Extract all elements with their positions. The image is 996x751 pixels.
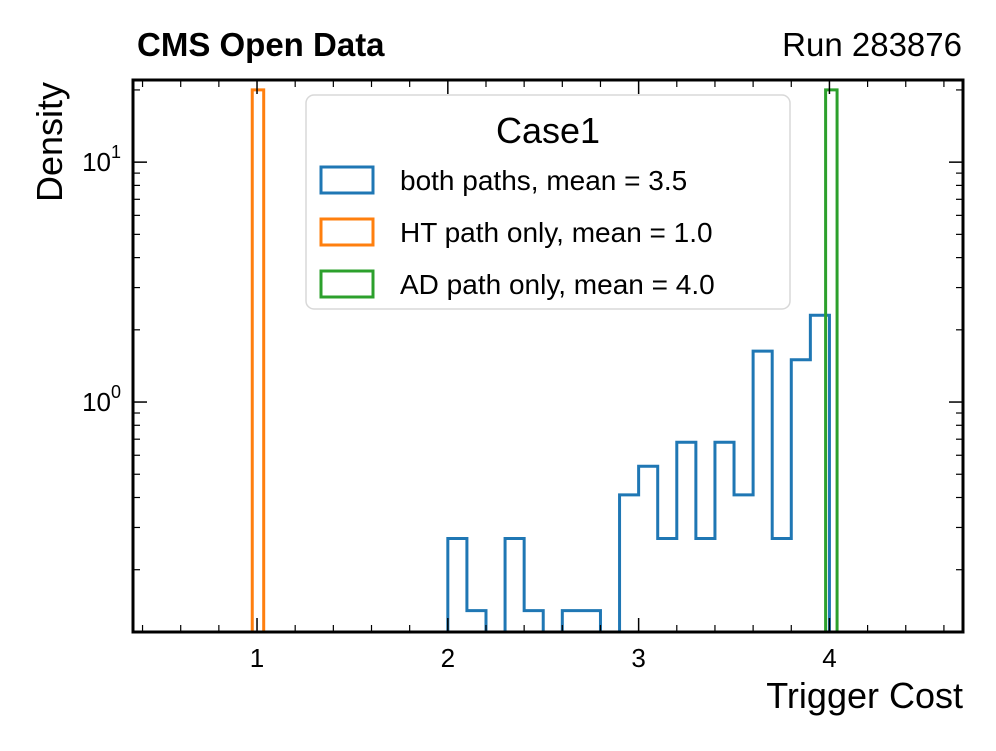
legend-label-3: AD path only, mean = 4.0 xyxy=(400,269,715,300)
legend-label-1: both paths, mean = 3.5 xyxy=(400,165,687,196)
y-tick-label: 101 xyxy=(82,142,121,177)
plot-frame xyxy=(131,78,965,634)
header-left-title: CMS Open Data xyxy=(137,26,385,63)
x-axis-label: Trigger Cost xyxy=(766,675,963,716)
header-right-run: Run 283876 xyxy=(782,26,962,63)
x-tick-label: 1 xyxy=(250,643,264,673)
series-3-histogram xyxy=(824,88,839,632)
x-tick-label: 3 xyxy=(631,643,645,673)
legend-swatch-2 xyxy=(319,217,375,247)
series-2-histogram xyxy=(250,88,266,632)
legend: Case1 both paths, mean = 3.5 HT path only… xyxy=(305,94,791,310)
legend-box xyxy=(305,94,791,310)
legend-label-2: HT path only, mean = 1.0 xyxy=(400,217,713,248)
legend-swatch-3 xyxy=(319,269,375,299)
legend-swatch-1 xyxy=(319,165,375,195)
legend-title: Case1 xyxy=(496,110,600,151)
series-1-histogram xyxy=(446,313,831,634)
series-layer xyxy=(250,88,839,634)
y-tick-label: 100 xyxy=(82,382,121,417)
x-tick-label: 4 xyxy=(822,643,836,673)
y-axis-label: Density xyxy=(29,82,70,202)
x-tick-label: 2 xyxy=(441,643,455,673)
